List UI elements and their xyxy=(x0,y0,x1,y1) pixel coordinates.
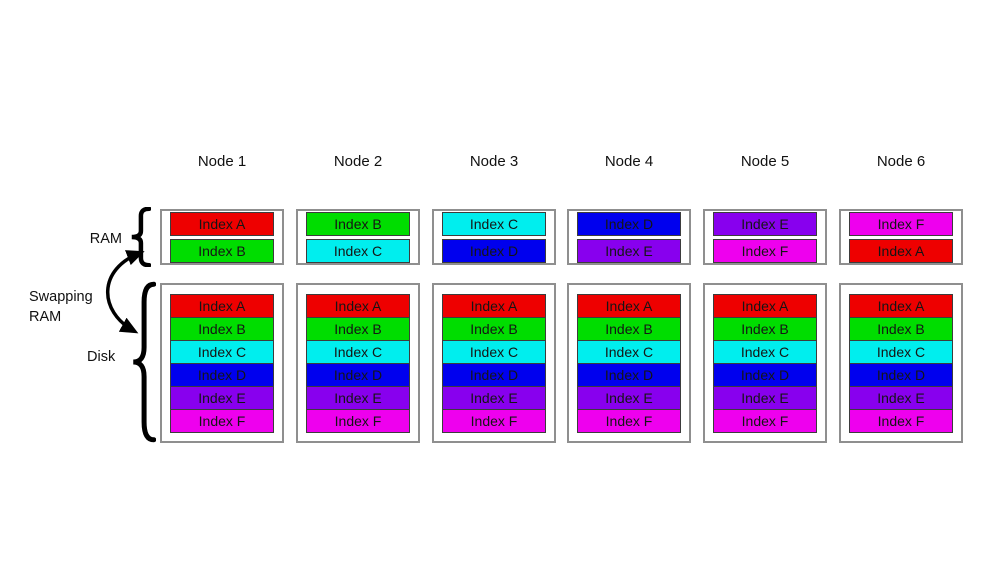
node-column-2: Node 2 Index B Index C Index A Index B Index … xyxy=(296,0,420,470)
disk-box: Index A Index B Index C Index D Index E Index… xyxy=(567,283,691,443)
index-block-f: Index F xyxy=(442,408,546,433)
index-block-b: Index B xyxy=(849,316,953,341)
index-block-b: Index B xyxy=(306,211,410,236)
node-column-6: Node 6 Index F Index A Index A Index B Index … xyxy=(839,0,963,470)
index-block-d: Index D xyxy=(170,362,274,387)
index-block-e: Index E xyxy=(577,238,681,263)
index-block-a: Index A xyxy=(306,293,410,318)
index-block-d: Index D xyxy=(442,238,546,263)
node-title: Node 4 xyxy=(604,153,654,170)
index-block-b: Index B xyxy=(170,316,274,341)
index-block-d: Index D xyxy=(577,211,681,236)
index-block-f: Index F xyxy=(849,408,953,433)
index-block-e: Index E xyxy=(306,385,410,410)
index-block-b: Index B xyxy=(442,316,546,341)
disk-box: Index A Index B Index C Index D Index E Index… xyxy=(296,283,420,443)
node-title: Node 2 xyxy=(333,153,383,170)
index-block-e: Index E xyxy=(713,385,817,410)
ram-box: Index F Index A xyxy=(839,209,963,265)
index-block-b: Index B xyxy=(170,238,274,263)
index-block-d: Index D xyxy=(713,362,817,387)
index-block-a: Index A xyxy=(577,293,681,318)
index-block-b: Index B xyxy=(306,316,410,341)
index-block-f: Index F xyxy=(577,408,681,433)
index-block-e: Index E xyxy=(577,385,681,410)
index-block-a: Index A xyxy=(849,238,953,263)
swapping-ram-label-line2: RAM xyxy=(29,309,62,325)
index-block-c: Index C xyxy=(713,339,817,364)
disk-box: Index A Index B Index C Index D Index E Index… xyxy=(839,283,963,443)
index-block-f: Index F xyxy=(713,408,817,433)
index-block-d: Index D xyxy=(442,362,546,387)
index-block-f: Index F xyxy=(170,408,274,433)
swapping-ram-label: Swapping RAM xyxy=(29,287,93,327)
ram-box: Index C Index D xyxy=(432,209,556,265)
index-block-c: Index C xyxy=(170,339,274,364)
ram-box: Index A Index B xyxy=(160,209,284,265)
index-block-f: Index F xyxy=(306,408,410,433)
index-block-d: Index D xyxy=(577,362,681,387)
index-block-c: Index C xyxy=(306,339,410,364)
ram-box: Index D Index E xyxy=(567,209,691,265)
index-block-c: Index C xyxy=(849,339,953,364)
index-block-f: Index F xyxy=(713,238,817,263)
disk-box: Index A Index B Index C Index D Index E Index… xyxy=(703,283,827,443)
disk-label: Disk xyxy=(87,349,116,365)
index-block-a: Index A xyxy=(170,211,274,236)
index-block-a: Index A xyxy=(713,293,817,318)
index-block-c: Index C xyxy=(442,339,546,364)
index-block-f: Index F xyxy=(849,211,953,236)
ram-label: RAM xyxy=(89,231,122,247)
swap-arrow-icon xyxy=(106,250,145,334)
index-block-e: Index E xyxy=(442,385,546,410)
ram-box: Index E Index F xyxy=(703,209,827,265)
index-block-c: Index C xyxy=(306,238,410,263)
index-block-e: Index E xyxy=(170,385,274,410)
index-block-e: Index E xyxy=(713,211,817,236)
node-column-4: Node 4 Index D Index E Index A Index B Index … xyxy=(567,0,691,470)
node-column-3: Node 3 Index C Index D Index A Index B Index … xyxy=(432,0,556,470)
index-block-b: Index B xyxy=(713,316,817,341)
node-title: Node 1 xyxy=(197,153,247,170)
index-block-d: Index D xyxy=(306,362,410,387)
index-block-a: Index A xyxy=(170,293,274,318)
index-block-a: Index A xyxy=(849,293,953,318)
index-block-e: Index E xyxy=(849,385,953,410)
index-block-b: Index B xyxy=(577,316,681,341)
node-column-5: Node 5 Index E Index F Index A Index B Index … xyxy=(703,0,827,470)
swapping-ram-label-line1: Swapping xyxy=(29,289,93,305)
node-column-1: Node 1 Index A Index B Index A Index B Index … xyxy=(160,0,284,470)
index-block-c: Index C xyxy=(577,339,681,364)
disk-box: Index A Index B Index C Index D Index E Index… xyxy=(160,283,284,443)
ram-box: Index B Index C xyxy=(296,209,420,265)
index-block-d: Index D xyxy=(849,362,953,387)
disk-box: Index A Index B Index C Index D Index E Index… xyxy=(432,283,556,443)
node-title: Node 3 xyxy=(469,153,519,170)
node-title: Node 6 xyxy=(876,153,926,170)
index-block-c: Index C xyxy=(442,211,546,236)
node-title: Node 5 xyxy=(740,153,790,170)
index-block-a: Index A xyxy=(442,293,546,318)
disk-brace-icon xyxy=(130,281,156,443)
